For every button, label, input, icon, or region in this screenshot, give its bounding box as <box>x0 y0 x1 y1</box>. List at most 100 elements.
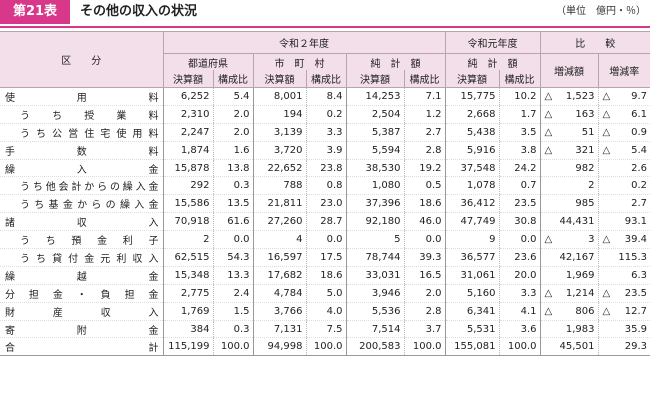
change-value: 29.3 <box>624 341 647 353</box>
row-label: うち授業料 <box>0 105 164 124</box>
muni-ratio-cell: 23.0 <box>305 194 346 214</box>
pref-amount-cell: 70,918 <box>162 212 213 232</box>
pref-ratio-cell: 0.0 <box>212 230 253 250</box>
muni-amount-cell: 94,998 <box>252 337 306 357</box>
change-value: 9.7 <box>631 90 647 102</box>
unit-note: （単位 億円・％） <box>556 6 646 17</box>
r1-ratio-cell: 4.1 <box>498 302 540 321</box>
muni-ratio-cell: 0.8 <box>305 176 346 196</box>
r1-group-header: 令和元年度 <box>444 31 541 54</box>
change-amount-cell: △ 321 <box>539 141 598 160</box>
muni-amount-cell: 27,260 <box>252 212 306 232</box>
table-head: 区 分 令和２年度 令和元年度 比 較 都道府県 市 町 村 純 計 額 純 計… <box>0 31 650 88</box>
pref-ratio-header: 構成比 <box>212 70 254 88</box>
muni-amount-cell: 7,131 <box>252 320 306 339</box>
change-amount-cell: △ 51 <box>539 123 598 142</box>
table-title: その他の収入の状況 <box>80 4 198 19</box>
change-value: 163 <box>575 108 595 120</box>
total-ratio-cell: 0.0 <box>403 230 445 250</box>
pref-amount-cell: 62,515 <box>162 248 213 267</box>
change-value: 23.5 <box>624 287 647 299</box>
r1-ratio-cell: 23.5 <box>498 194 540 214</box>
change-amount-cell: 2 <box>539 176 598 196</box>
r1-ratio-cell: 24.2 <box>498 159 540 178</box>
total-amount-cell: 3,946 <box>345 284 404 303</box>
pref-amount-cell: 1,769 <box>162 302 213 321</box>
change-value: 6.3 <box>631 269 647 281</box>
pref-amount-cell: 2,775 <box>162 284 213 303</box>
muni-ratio-cell: 28.7 <box>305 212 346 232</box>
total-ratio-cell: 19.2 <box>403 159 445 178</box>
change-value: 2.7 <box>631 198 647 210</box>
total-ratio-cell: 16.5 <box>403 266 445 285</box>
muni-amount-cell: 4,784 <box>252 284 306 303</box>
change-value: 982 <box>575 162 595 174</box>
table-row: うち授業料 2,310 2.0 194 0.2 2,504 1.2 2,668 1.7 △ 163 △… <box>0 105 650 124</box>
change-amount-cell: 1,983 <box>539 320 598 339</box>
r1-ratio-cell: 3.6 <box>498 320 540 339</box>
muni-amount-cell: 17,682 <box>252 266 306 285</box>
decrease-mark: △ <box>544 234 553 246</box>
total-ratio-cell: 2.8 <box>403 141 445 160</box>
change-rate-cell: 2.7 <box>597 194 650 214</box>
change-amount-cell: △ 163 <box>539 105 598 124</box>
r1-amount-cell: 1,078 <box>444 176 499 196</box>
total-ratio-cell: 100.0 <box>403 337 445 357</box>
change-amount-header: 増減額 <box>539 53 599 88</box>
muni-amount-cell: 3,720 <box>252 141 306 160</box>
change-rate-cell: 2.6 <box>597 159 650 178</box>
change-rate-cell: △ 39.4 <box>597 230 650 250</box>
r1-ratio-cell: 10.2 <box>498 87 540 106</box>
pref-ratio-cell: 2.4 <box>212 284 253 303</box>
change-value: 321 <box>575 144 595 156</box>
comparison-group-header: 比 較 <box>539 31 650 54</box>
decrease-mark: △ <box>544 108 553 120</box>
row-label: うち基金からの繰入金 <box>0 194 164 214</box>
change-rate-cell: 93.1 <box>597 212 650 232</box>
r1-ratio-cell: 30.8 <box>498 212 540 232</box>
total-amount-cell: 5,594 <box>345 141 404 160</box>
pref-amount-cell: 2,247 <box>162 123 213 142</box>
r1-ratio-cell: 20.0 <box>498 266 540 285</box>
table-row: 合計 115,199 100.0 94,998 100.0 200,583 100.0 155… <box>0 337 650 357</box>
muni-ratio-cell: 7.5 <box>305 320 346 339</box>
change-value: 35.9 <box>624 323 647 335</box>
muni-amount-cell: 22,652 <box>252 159 306 178</box>
change-value: 44,431 <box>559 216 595 228</box>
change-amount-cell: △ 806 <box>539 302 598 321</box>
r1-ratio-cell: 0.7 <box>498 176 540 196</box>
muni-amount-cell: 4 <box>252 230 306 250</box>
change-amount-cell: 45,501 <box>539 337 598 357</box>
row-label: 合計 <box>0 337 164 357</box>
total-ratio-cell: 18.6 <box>403 194 445 214</box>
decrease-mark: △ <box>544 90 553 102</box>
r1-amount-cell: 15,775 <box>444 87 499 106</box>
change-value: 1,969 <box>565 269 595 281</box>
pref-amount-cell: 2 <box>162 230 213 250</box>
table-row: 分担金・負担金 2,775 2.4 4,784 5.0 3,946 2.0 5,160 3.3 △… <box>0 284 650 303</box>
r1-amount-cell: 5,438 <box>444 123 499 142</box>
decrease-mark: △ <box>602 234 611 246</box>
pref-ratio-cell: 54.3 <box>212 248 253 267</box>
pref-ratio-cell: 0.3 <box>212 176 253 196</box>
table-row: うち公営住宅使用料 2,247 2.0 3,139 3.3 5,387 2.7 5,438 3.… <box>0 123 650 142</box>
total-amount-cell: 5,536 <box>345 302 404 321</box>
row-label: 使用料 <box>0 87 164 106</box>
r1-ratio-cell: 100.0 <box>498 337 540 357</box>
muni-amount-cell: 194 <box>252 105 306 124</box>
decrease-mark: △ <box>544 144 553 156</box>
total-amount-cell: 78,744 <box>345 248 404 267</box>
change-rate-cell: △ 6.1 <box>597 105 650 124</box>
r1-ratio-cell: 23.6 <box>498 248 540 267</box>
muni-amount-header: 決算額 <box>252 70 307 88</box>
income-table: 区 分 令和２年度 令和元年度 比 較 都道府県 市 町 村 純 計 額 純 計… <box>0 31 650 357</box>
muni-amount-cell: 21,811 <box>252 194 306 214</box>
r1-amount-cell: 31,061 <box>444 266 499 285</box>
change-rate-cell: 35.9 <box>597 320 650 339</box>
table-row: うち貸付金元利収入 62,515 54.3 16,597 17.5 78,744 39.3 3… <box>0 248 650 267</box>
change-rate-cell: △ 0.9 <box>597 123 650 142</box>
table-body: 使用料 6,252 5.4 8,001 8.4 14,253 7.1 15,775 10.2 △ 1… <box>0 87 650 357</box>
change-rate-cell: △ 9.7 <box>597 87 650 106</box>
total-amount-cell: 5,387 <box>345 123 404 142</box>
change-amount-cell: △ 1,214 <box>539 284 598 303</box>
